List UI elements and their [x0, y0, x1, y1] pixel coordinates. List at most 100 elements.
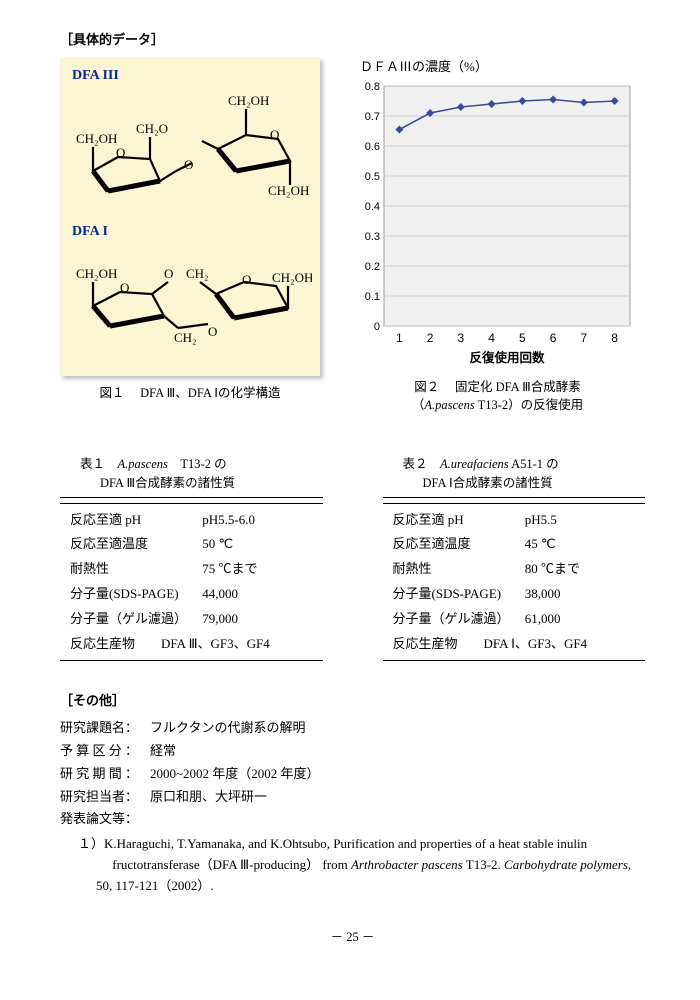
dfa1-title: DFA I — [72, 221, 312, 243]
ref-auth: K.Haraguchi, T.Yamanaka, and K.Ohtsubo, … — [104, 836, 587, 851]
other-label: 研究担当者： — [60, 787, 150, 808]
top-row: DFA III — [60, 57, 645, 415]
row-key: 分子量(SDS-PAGE) — [393, 584, 525, 605]
svg-text:3: 3 — [458, 331, 465, 345]
label-ch2oh: CH₂OH — [76, 266, 117, 281]
references: １）K.Haraguchi, T.Yamanaka, and K.Ohtsubo… — [60, 834, 645, 896]
row-key: 反応至適 pH — [393, 510, 525, 531]
svg-text:0.4: 0.4 — [365, 201, 380, 213]
other-label: 研 究 期 間 ： — [60, 764, 150, 785]
svg-text:0.2: 0.2 — [365, 261, 380, 273]
row-val: 44,000 — [202, 584, 312, 605]
fig2-l1: 固定化 DFA Ⅲ合成酵素 — [455, 380, 581, 394]
svg-text:反復使用回数: 反復使用回数 — [469, 350, 545, 365]
svg-text:0.3: 0.3 — [365, 231, 380, 243]
label-o: O — [164, 266, 173, 281]
concentration-chart: 00.10.20.30.40.50.60.70.812345678反復使用回数 — [350, 80, 640, 370]
fig1-caption: 図１ DFA Ⅲ、DFA Ⅰの化学構造 — [60, 384, 320, 403]
table-row: 反応至適温度45 ℃ — [383, 532, 646, 557]
svg-text:2: 2 — [427, 331, 434, 345]
structure-column: DFA III — [60, 57, 320, 415]
fig1-text: DFA Ⅲ、DFA Ⅰの化学構造 — [140, 386, 280, 400]
table-row: 反応至適 pHpH5.5 — [383, 508, 646, 533]
svg-text:0.5: 0.5 — [365, 171, 380, 183]
other-value: 原口和朋、大坪研一 — [150, 787, 267, 808]
row-val: 50 ℃ — [202, 534, 312, 555]
label-ch2oh3: CH₂OH — [268, 183, 309, 198]
table1: 反応至適 pHpH5.5-6.0反応至適温度50 ℃耐熱性75 ℃まで分子量(S… — [60, 503, 323, 662]
label-o: O — [242, 272, 251, 287]
row-key: 分子量(SDS-PAGE) — [70, 584, 202, 605]
label-o2: O — [184, 157, 193, 172]
table-row: 反応至適 pHpH5.5-6.0 — [60, 508, 323, 533]
t1-prefix: 表１ — [80, 457, 105, 471]
fig2-l2b: T13-2）の反復使用 — [475, 398, 583, 412]
row-key: 分子量（ゲル濾過） — [393, 609, 525, 630]
row-key: 耐熱性 — [70, 559, 202, 580]
table-row: 耐熱性75 ℃まで — [60, 557, 323, 582]
t1-species: A.pascens — [118, 457, 168, 471]
row-val: 80 ℃まで — [525, 559, 635, 580]
other-label: 発表論文等： — [60, 809, 150, 830]
row-val: 79,000 — [202, 609, 312, 630]
svg-text:4: 4 — [488, 331, 495, 345]
chart-title: ＤＦＡⅢの濃度（%） — [360, 57, 645, 78]
table2-title: 表２ A.ureafaciens A51-1 の DFA Ⅰ合成酵素の諸性質 — [383, 455, 646, 493]
row-val: 61,000 — [525, 609, 635, 630]
table2-block: 表２ A.ureafaciens A51-1 の DFA Ⅰ合成酵素の諸性質 反… — [383, 455, 646, 661]
row-val: 75 ℃まで — [202, 559, 312, 580]
fig2-l2a: （ — [412, 398, 425, 412]
row-val: pH5.5 — [525, 510, 635, 531]
label-o3: O — [270, 127, 279, 142]
label-ch2oh: CH₂OH — [76, 131, 117, 146]
row-key: 耐熱性 — [393, 559, 525, 580]
section-header: ［具体的データ］ — [60, 30, 645, 51]
svg-text:0: 0 — [374, 321, 380, 333]
dfa3-structure: CH₂OH CH₂O O O CH₂OH O CH₂OH — [68, 89, 312, 219]
dfa1-structure: CH₂OH O O CH₂ O CH₂OH CH₂ O — [68, 246, 312, 366]
table-row: 分子量（ゲル濾過）79,000 — [60, 607, 323, 632]
label-ch2oh: CH₂OH — [272, 270, 312, 285]
ref-l2a: fructotransferase（DFA Ⅲ-producing） from — [112, 857, 351, 872]
other-value: 2000~2002 年度（2002 年度） — [150, 764, 320, 785]
other-row: 予 算 区 分 ：経常 — [60, 741, 645, 762]
row-val: pH5.5-6.0 — [202, 510, 312, 531]
row-key: 反応生産物 DFA Ⅰ、GF3、GF4 — [393, 634, 636, 655]
t2-strain: A51-1 の — [511, 457, 559, 471]
table-row: 反応生産物 DFA Ⅰ、GF3、GF4 — [383, 632, 646, 657]
fig2-l2i: A.pascens — [424, 398, 474, 412]
row-key: 反応至適温度 — [393, 534, 525, 555]
table-row: 反応至適温度50 ℃ — [60, 532, 323, 557]
svg-text:7: 7 — [581, 331, 588, 345]
fig1-prefix: 図１ — [100, 386, 125, 400]
table-row: 耐熱性80 ℃まで — [383, 557, 646, 582]
svg-text:0.7: 0.7 — [365, 111, 380, 123]
row-key: 反応生産物 DFA Ⅲ、GF3、GF4 — [70, 634, 313, 655]
t2-species: A.ureafaciens — [440, 457, 509, 471]
other-row: 発表論文等： — [60, 809, 645, 830]
table-row: 分子量(SDS-PAGE)44,000 — [60, 582, 323, 607]
row-key: 反応至適温度 — [70, 534, 202, 555]
other-header: ［その他］ — [60, 691, 645, 712]
chart-column: ＤＦＡⅢの濃度（%） 00.10.20.30.40.50.60.70.81234… — [350, 57, 645, 415]
svg-text:0.1: 0.1 — [365, 291, 380, 303]
label-ch2oh2: CH₂OH — [228, 93, 269, 108]
ref-i2: Carbohydrate polymers — [504, 857, 628, 872]
ref-num: １） — [78, 836, 104, 851]
row-val: 38,000 — [525, 584, 635, 605]
other-section: ［その他］ 研究課題名：フルクタンの代謝系の解明予 算 区 分 ：経常研 究 期… — [60, 691, 645, 896]
row-key: 分子量（ゲル濾過） — [70, 609, 202, 630]
table-row: 反応生産物 DFA Ⅲ、GF3、GF4 — [60, 632, 323, 657]
dfa3-title: DFA III — [72, 65, 312, 87]
tables-row: 表１ A.pascens T13-2 の DFA Ⅲ合成酵素の諸性質 反応至適 … — [60, 455, 645, 661]
other-value: 経常 — [150, 741, 176, 762]
t2-line2: DFA Ⅰ合成酵素の諸性質 — [403, 474, 646, 493]
table1-block: 表１ A.pascens T13-2 の DFA Ⅲ合成酵素の諸性質 反応至適 … — [60, 455, 323, 661]
label-ch2: CH₂ — [174, 330, 197, 345]
svg-text:8: 8 — [611, 331, 618, 345]
label-ch2: CH₂ — [186, 266, 209, 281]
label-o: O — [120, 280, 129, 295]
row-key: 反応至適 pH — [70, 510, 202, 531]
label-o: O — [208, 324, 217, 339]
structure-box: DFA III — [60, 57, 320, 376]
